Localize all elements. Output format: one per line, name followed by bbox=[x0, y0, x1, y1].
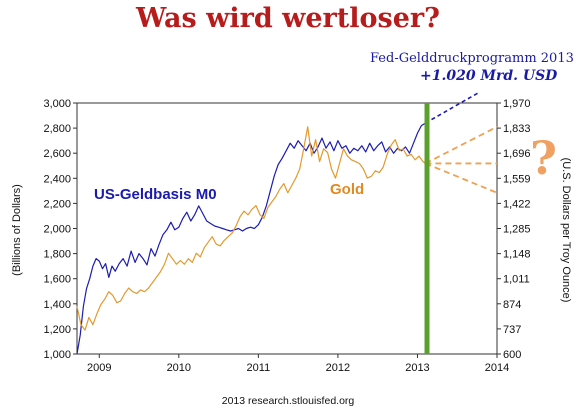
x-tick-label: 2009 bbox=[87, 362, 111, 374]
left-tick-label: 2,200 bbox=[43, 198, 71, 210]
plot-area bbox=[76, 102, 498, 355]
right-axis-title: (U.S. Dollars per Troy Ounce) bbox=[560, 158, 572, 303]
right-tick-label: 737 bbox=[503, 324, 521, 336]
m0-projection-line bbox=[425, 92, 479, 124]
x-tick-label: 2012 bbox=[326, 362, 350, 374]
gold-projection-line bbox=[424, 126, 498, 165]
x-tick-label: 2014 bbox=[485, 362, 509, 374]
left-tick-label: 1,400 bbox=[43, 299, 71, 311]
right-tick-label: 1,696 bbox=[503, 148, 531, 160]
plot-border bbox=[76, 102, 498, 355]
fed-program-label: Fed-Gelddruckprogramm 2013 bbox=[370, 51, 574, 66]
x-tick-label: 2010 bbox=[167, 362, 191, 374]
series-layer bbox=[76, 122, 426, 355]
right-tick-label: 874 bbox=[503, 299, 521, 311]
left-tick-label: 2,000 bbox=[43, 224, 71, 236]
x-tick-label: 2013 bbox=[405, 362, 429, 374]
left-tick-label: 1,000 bbox=[43, 349, 71, 361]
left-tick-label: 1,800 bbox=[43, 249, 71, 261]
left-tick-label: 3,000 bbox=[43, 98, 71, 110]
gold-series-line bbox=[76, 126, 426, 331]
right-tick-label: 1,285 bbox=[503, 224, 531, 236]
x-tick-label: 2011 bbox=[247, 362, 271, 374]
question-mark: ? bbox=[530, 131, 557, 185]
left-tick-label: 2,400 bbox=[43, 173, 71, 185]
left-tick-label: 2,600 bbox=[43, 148, 71, 160]
x-axis-ticks: 2009 2010 2011 2012 2013 2014 bbox=[87, 354, 509, 374]
right-tick-label: 1,422 bbox=[503, 198, 531, 210]
right-tick-label: 1,148 bbox=[503, 249, 531, 261]
left-axis-title: (Billions of Dollars) bbox=[11, 184, 23, 276]
right-tick-label: 1,011 bbox=[503, 274, 530, 286]
left-tick-label: 1,200 bbox=[43, 324, 71, 336]
projection-layer bbox=[424, 92, 498, 194]
right-axis-ticks: 600 737 874 1,011 1,148 1,285 1,422 1,559 1,696 1… bbox=[497, 98, 531, 361]
source-credit: 2013 research.stlouisfed.org bbox=[222, 395, 355, 407]
fed-amount-label: +1.020 Mrd. USD bbox=[420, 68, 558, 84]
left-tick-label: 2,800 bbox=[43, 123, 71, 135]
left-axis-ticks: 1,000 1,200 1,400 1,600 1,800 2,000 2,200 2,400… bbox=[43, 98, 77, 361]
right-tick-label: 1,559 bbox=[503, 173, 531, 185]
left-tick-label: 1,600 bbox=[43, 274, 71, 286]
m0-series-label: US-Geldbasis M0 bbox=[94, 186, 217, 203]
chart-title: Was wird wertloser? bbox=[135, 3, 440, 34]
right-tick-label: 600 bbox=[503, 349, 521, 361]
m0-series-line bbox=[76, 122, 426, 355]
gold-series-label: Gold bbox=[330, 181, 364, 198]
gold-projection-line bbox=[425, 162, 498, 194]
right-tick-label: 1,970 bbox=[503, 98, 531, 110]
right-tick-label: 1,833 bbox=[503, 123, 531, 135]
